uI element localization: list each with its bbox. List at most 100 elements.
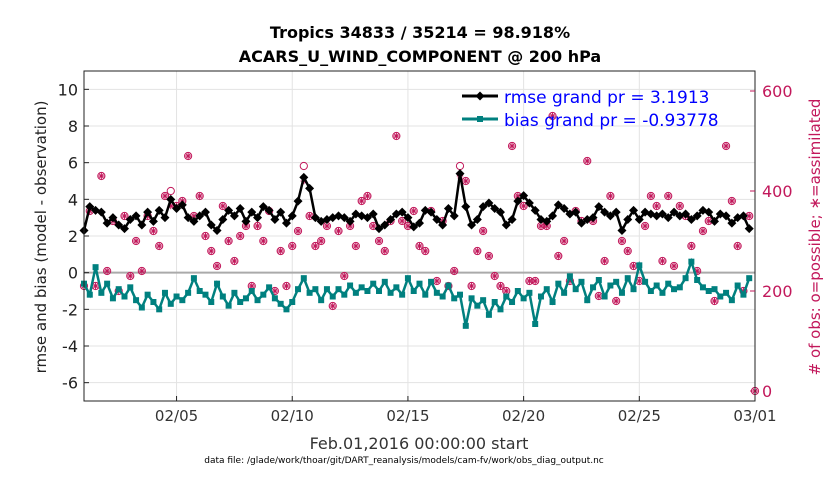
bias-point xyxy=(161,289,168,296)
obs-assimilated-marker xyxy=(121,212,128,220)
obs-possible-marker xyxy=(583,156,592,166)
bias-point xyxy=(109,295,116,302)
rmse-point xyxy=(374,224,384,234)
y-left-tick-label: -6 xyxy=(62,374,78,393)
obs-assimilated-marker xyxy=(485,252,493,260)
rmse-point xyxy=(108,213,118,223)
obs-assimilated-marker xyxy=(242,222,250,230)
obs-assimilated-marker xyxy=(468,282,475,290)
obs-possible-marker xyxy=(380,246,389,256)
bias-point xyxy=(312,286,319,293)
obs-assimilated-marker xyxy=(451,267,458,275)
x-tick-label: 02/15 xyxy=(386,407,429,425)
rmse-point xyxy=(594,202,604,212)
obs-assimilated-marker xyxy=(722,142,730,150)
bias-point xyxy=(439,293,446,300)
bias-point xyxy=(364,288,371,294)
rmse-point xyxy=(114,220,124,230)
rmse-point xyxy=(281,218,291,228)
obs-assimilated-marker xyxy=(317,237,325,245)
rmse-point xyxy=(507,215,517,224)
bias-point xyxy=(572,286,579,293)
obs-assimilated-marker xyxy=(190,212,198,220)
series-lines xyxy=(79,169,754,329)
rmse-point xyxy=(669,207,679,217)
rmse-point xyxy=(467,220,477,230)
obs-assimilated-marker xyxy=(271,287,279,295)
obs-assimilated-marker xyxy=(98,172,105,180)
bias-point xyxy=(254,297,261,304)
obs-possible-marker xyxy=(160,191,170,201)
rmse-point xyxy=(85,202,95,212)
bias-point xyxy=(231,289,238,296)
bias-point xyxy=(682,275,689,282)
obs-possible-marker xyxy=(507,141,517,151)
y-left-tick-label: 6 xyxy=(68,154,78,173)
obs-assimilated-marker xyxy=(693,267,701,275)
obs-possible-marker xyxy=(554,251,563,261)
obs-assimilated-marker xyxy=(641,222,649,230)
obs-possible-marker xyxy=(155,241,164,251)
rmse-point xyxy=(287,211,297,221)
obs-possible-marker xyxy=(710,296,719,306)
bias-point xyxy=(399,291,406,298)
bias-point xyxy=(497,306,504,313)
obs-possible-marker xyxy=(646,191,655,201)
bias-point xyxy=(138,304,145,311)
obs-assimilated-marker xyxy=(358,197,365,205)
bias-point xyxy=(196,288,203,294)
bias-point xyxy=(451,295,458,302)
rmse-point xyxy=(253,213,263,223)
bias-point xyxy=(208,299,215,305)
bias-point xyxy=(323,286,330,293)
obs-assimilated-marker xyxy=(306,212,313,220)
rmse-point xyxy=(200,207,210,217)
bias-point xyxy=(104,280,111,287)
obs-assimilated-marker xyxy=(531,277,539,285)
obs-assimilated-marker xyxy=(260,237,267,245)
obs-possible-marker xyxy=(398,216,407,226)
obs-possible-marker xyxy=(467,281,476,291)
rmse-point xyxy=(189,216,199,226)
bias-point xyxy=(86,291,93,298)
obs-assimilated-marker xyxy=(537,222,545,230)
bias-point xyxy=(456,291,463,298)
obs-possible-marker xyxy=(97,171,106,181)
obs-assimilated-marker xyxy=(618,237,626,245)
bias-point xyxy=(173,293,180,300)
y-axis-right-ticks: 0 200 400 600 xyxy=(750,82,793,401)
rmse-point xyxy=(148,216,158,226)
obs-assimilated-marker xyxy=(711,297,718,305)
obs-possible-marker xyxy=(340,271,349,281)
obs-assimilated-marker xyxy=(676,202,684,210)
obs-assimilated-marker xyxy=(433,277,441,285)
rmse-point xyxy=(160,213,170,223)
obs-assimilated-marker xyxy=(248,282,255,290)
rmse-point xyxy=(102,218,112,228)
obs-possible-marker xyxy=(166,186,175,196)
bias-point xyxy=(601,293,608,300)
x-tick-label: 02/20 xyxy=(502,407,545,425)
obs-possible-marker xyxy=(103,266,112,276)
obs-possible-marker xyxy=(548,111,557,121)
bias-point xyxy=(185,289,192,296)
rmse-point xyxy=(235,204,245,213)
bias-point xyxy=(242,295,249,302)
rmse-point xyxy=(119,224,129,234)
y-right-tick-label: 400 xyxy=(762,182,793,201)
bias-point xyxy=(341,291,348,298)
rmse-point xyxy=(212,226,222,235)
bias-point xyxy=(219,293,226,300)
rmse-point xyxy=(634,215,644,224)
rmse-point xyxy=(727,218,737,228)
rmse-point xyxy=(218,215,228,224)
rmse-point xyxy=(576,218,586,228)
bias-point xyxy=(295,286,302,293)
bias-point xyxy=(352,289,359,296)
bias-point xyxy=(613,278,620,285)
obs-possible-marker xyxy=(519,201,528,211)
bias-point xyxy=(144,291,151,298)
rmse-point xyxy=(657,209,667,219)
obs-assimilated-marker xyxy=(294,227,302,235)
